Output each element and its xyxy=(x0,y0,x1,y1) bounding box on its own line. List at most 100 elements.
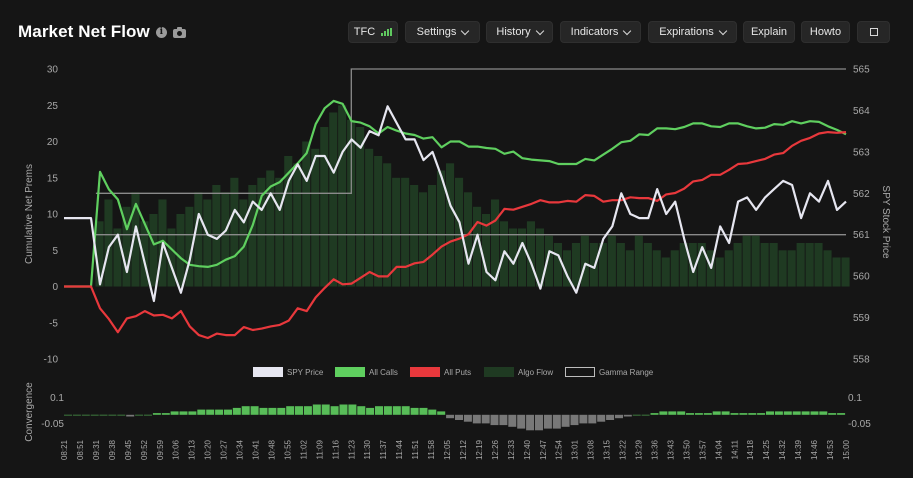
convergence-bar xyxy=(517,414,526,429)
algo-flow-bar xyxy=(670,250,679,287)
all-puts-line xyxy=(64,131,847,340)
algo-flow-bar xyxy=(796,243,805,287)
expirations-dropdown[interactable]: Expirations xyxy=(648,21,737,43)
y2-tick-label: 558 xyxy=(853,355,870,366)
legend-label: Algo Flow xyxy=(518,368,553,377)
x-tick-label: 10:13 xyxy=(188,439,197,460)
convergence-bar xyxy=(312,404,321,415)
legend-swatch xyxy=(253,367,283,377)
x-tick-label: 12:26 xyxy=(491,439,500,460)
convergence-bar xyxy=(463,414,472,422)
info-icon[interactable]: i xyxy=(155,26,167,38)
convergence-bar xyxy=(179,411,188,415)
x-tick-label: 09:52 xyxy=(140,439,149,460)
convergence-bar xyxy=(268,407,277,415)
convergence-bar xyxy=(241,406,250,415)
convergence-bar xyxy=(419,407,428,415)
y-tick-label: 10 xyxy=(47,210,59,221)
convergence-bar xyxy=(730,413,739,415)
legend-item[interactable]: Algo Flow xyxy=(484,367,553,377)
convergence-bar xyxy=(535,414,543,431)
convergence-bars xyxy=(64,404,846,431)
x-tick-label: 09:45 xyxy=(124,439,133,460)
algo-flow-bar xyxy=(805,243,814,287)
page-title: Market Net Flow xyxy=(18,22,150,41)
explain-button[interactable]: Explain xyxy=(743,21,795,43)
algo-flow-bar xyxy=(266,170,275,287)
indicators-dropdown[interactable]: Indicators xyxy=(560,21,641,43)
convergence-bar xyxy=(366,407,375,415)
algo-flow-bar xyxy=(760,243,769,287)
y-tick-label: 25 xyxy=(47,101,59,112)
algo-flow-bar xyxy=(113,228,122,287)
x-tick-label: 13:57 xyxy=(698,439,707,460)
convergence-bar xyxy=(321,404,330,415)
algo-flow-bar xyxy=(374,156,383,287)
algo-flow-bar xyxy=(410,185,419,287)
x-tick-label: 13:08 xyxy=(587,439,596,460)
y-tick-label: 5 xyxy=(52,246,58,257)
camera-icon[interactable] xyxy=(172,26,186,38)
legend-item[interactable]: All Puts xyxy=(410,367,471,377)
convergence-bar xyxy=(757,413,766,415)
settings-dropdown[interactable]: Settings xyxy=(405,21,480,43)
x-tick-label: 14:04 xyxy=(714,439,723,460)
convergence-bar xyxy=(552,414,561,429)
x-tick-label: 15:00 xyxy=(842,439,851,460)
howto-button[interactable]: Howto xyxy=(801,21,850,43)
legend-item[interactable]: All Calls xyxy=(335,367,398,377)
convergence-bar xyxy=(188,411,197,415)
convergence-bar xyxy=(623,414,632,417)
fullscreen-button[interactable] xyxy=(857,21,890,43)
history-dropdown[interactable]: History xyxy=(486,21,553,43)
algo-flow-bar xyxy=(814,243,823,287)
convergence-bar xyxy=(108,414,117,416)
convergence-bar xyxy=(330,406,339,415)
convergence-bar xyxy=(99,414,108,416)
convergence-bar xyxy=(72,414,81,416)
algo-flow-bar xyxy=(607,235,616,287)
x-tick-label: 13:15 xyxy=(603,439,612,460)
convergence-bar xyxy=(570,414,579,426)
y2-axis-title: SPY Stock Price xyxy=(880,185,891,259)
convergence-bar xyxy=(668,411,677,415)
algo-flow-bar xyxy=(751,235,760,287)
right-y-axis: 565 564 563 562 561 560 559 558 xyxy=(853,65,870,366)
legend-item[interactable]: SPY Price xyxy=(253,367,324,377)
x-tick-label: 11:58 xyxy=(427,439,436,459)
y-tick-label: 20 xyxy=(47,137,59,148)
algo-flow-bar xyxy=(742,235,751,287)
algo-flow-bar xyxy=(194,192,203,287)
convergence-bar xyxy=(295,406,303,415)
algo-flow-bar xyxy=(293,163,302,287)
tfc-label: TFC xyxy=(353,26,376,38)
convergence-bar xyxy=(224,409,232,415)
x-tick-label: 10:41 xyxy=(252,439,261,460)
algo-flow-bar xyxy=(688,243,697,287)
algo-flow-bar xyxy=(311,148,320,287)
y2-tick-label: 559 xyxy=(853,313,870,324)
convergence-bar xyxy=(641,414,650,416)
convergence-bar xyxy=(428,409,437,415)
line-series xyxy=(64,99,847,340)
convergence-bar xyxy=(135,414,144,416)
expirations-label: Expirations xyxy=(659,26,714,38)
algo-flow-bar xyxy=(769,243,778,287)
algo-flow-bar xyxy=(464,192,473,287)
x-tick-label: 13:50 xyxy=(682,439,691,460)
x-tick-label: 11:44 xyxy=(395,439,404,459)
convergence-bar xyxy=(90,414,99,416)
x-tick-label: 12:19 xyxy=(475,439,484,460)
tfc-button[interactable]: TFC xyxy=(348,21,398,43)
legend-item[interactable]: Gamma Range xyxy=(565,367,654,378)
x-tick-label: 12:54 xyxy=(555,439,564,460)
x-tick-label: 11:37 xyxy=(379,439,388,459)
algo-flow-bar xyxy=(176,214,185,287)
convergence-bar xyxy=(801,411,810,415)
gamma-range-high xyxy=(95,68,846,194)
history-label: History xyxy=(496,26,531,38)
algo-flow-bar xyxy=(455,177,464,287)
algo-flow-bar xyxy=(715,257,724,287)
x-tick-label: 11:51 xyxy=(411,439,420,459)
